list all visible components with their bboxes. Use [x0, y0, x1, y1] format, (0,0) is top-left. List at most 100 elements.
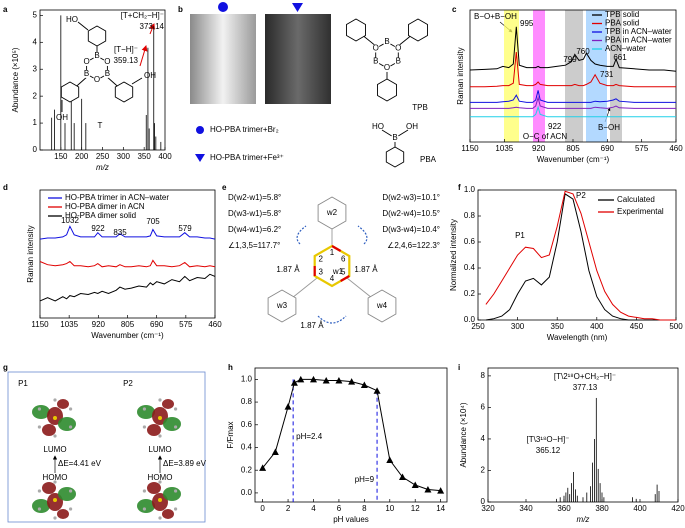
x-axis-label: Wavelength (nm) — [547, 333, 608, 342]
annotation: [T\2¹⁸O+CH₂−H]⁻ — [554, 372, 616, 381]
y-tick-label: 0.6 — [241, 420, 253, 429]
orbital-lobe — [137, 499, 155, 513]
energy-gap: ΔE=3.89 eV — [163, 459, 207, 468]
distance: 1.87 Å — [276, 265, 300, 274]
atom-label: B — [396, 57, 401, 66]
x-tick-label: 690 — [150, 320, 164, 329]
ring — [317, 196, 347, 230]
y-tick-label: 0.2 — [241, 465, 253, 474]
atom-bg — [93, 76, 101, 84]
atom-dot — [173, 507, 178, 511]
atom-dot — [173, 425, 178, 429]
atom-dot — [53, 434, 57, 438]
ring — [385, 146, 405, 168]
point — [297, 375, 305, 383]
ring-label: w4 — [376, 301, 388, 310]
atom-dot — [37, 489, 42, 493]
y-tick-label: 0.0 — [464, 315, 476, 324]
dihedral: D(w3-w1)=5.8° — [228, 209, 281, 218]
atom-number: 6 — [341, 255, 346, 264]
x-tick-label: 300 — [117, 152, 131, 161]
y-axis-label: Raman intensity — [456, 47, 465, 104]
y-tick-label: 5 — [33, 10, 38, 19]
annotation: [T+CH₂−H]⁻ — [121, 11, 164, 20]
atom-dot — [142, 425, 147, 429]
atom-bg — [82, 70, 91, 78]
series-line — [39, 225, 216, 240]
annotation: 731 — [600, 70, 614, 79]
atom-label: O — [395, 44, 401, 53]
atom-bg — [103, 70, 112, 78]
x-tick-label: 400 — [158, 152, 172, 161]
series-line — [262, 378, 441, 492]
panel-letter: f — [458, 183, 461, 192]
series-line — [470, 90, 676, 103]
orbital-name: P1 — [18, 379, 28, 388]
annotation: [T−H]⁻ — [114, 45, 138, 54]
highlight-band — [586, 10, 607, 142]
annotation: 835 — [113, 228, 127, 237]
panel-letter: a — [3, 5, 8, 14]
atom-bg — [371, 44, 380, 53]
annotation: 922 — [548, 122, 562, 131]
orbital-level: LUMO — [148, 445, 171, 454]
ring — [367, 289, 397, 323]
legend-triangle — [195, 154, 205, 162]
annotation: 359.13 — [114, 56, 139, 65]
ring — [60, 81, 80, 103]
atom-label: B — [384, 37, 389, 46]
annotation: 365.12 — [536, 446, 561, 455]
y-tick-label: 0.4 — [241, 443, 253, 452]
atom-label: B — [94, 51, 99, 60]
orbital-lobe — [42, 482, 56, 494]
atom-label: OH — [56, 113, 68, 122]
atom-dot — [68, 425, 73, 429]
x-tick-label: 150 — [54, 152, 68, 161]
legend-label: HO-PBA dimer solid — [65, 211, 136, 220]
panel-letter: g — [3, 363, 8, 372]
atom-label: O — [83, 57, 89, 66]
ring — [346, 18, 366, 42]
atom-dot — [158, 480, 162, 484]
annotation: P2 — [576, 191, 586, 200]
atom-dot — [173, 489, 178, 493]
atom-dot — [68, 407, 73, 411]
x-tick-label: 360 — [557, 504, 571, 513]
legend-label: ACN–water — [605, 44, 646, 53]
annotation: B−OH — [598, 123, 620, 132]
point — [360, 381, 368, 389]
y-tick-label: 6 — [481, 403, 486, 412]
panel-letter: b — [178, 5, 183, 14]
atom-dot — [37, 425, 42, 429]
y-tick-label: 0.6 — [464, 237, 476, 246]
arrow — [139, 45, 148, 67]
highlight-band — [565, 10, 583, 142]
series-line — [470, 95, 676, 109]
panel-letter: e — [222, 183, 227, 192]
atom-bg — [394, 57, 403, 66]
atom-number: 3 — [319, 268, 324, 277]
atom-dot — [68, 507, 73, 511]
x-tick-label: 12 — [411, 504, 420, 513]
atom-bg — [394, 44, 403, 53]
x-tick-label: 920 — [532, 144, 546, 153]
orbital-lobe — [137, 405, 155, 419]
ring — [313, 244, 351, 288]
x-tick-label: 805 — [121, 320, 135, 329]
orbital-lobe — [57, 509, 69, 519]
orbital-lobe — [32, 405, 50, 419]
series-line — [485, 190, 676, 321]
y-tick-label: 3 — [33, 64, 38, 73]
ring — [114, 81, 134, 103]
legend-label: Experimental — [617, 207, 664, 216]
x-tick-label: 460 — [208, 320, 222, 329]
atom-dot — [68, 489, 73, 493]
atom-bg — [383, 64, 391, 72]
photo-vial-fe — [265, 14, 331, 104]
ring — [87, 25, 107, 47]
x-tick-label: 400 — [633, 504, 647, 513]
atom-bg — [371, 57, 380, 66]
legend-label: PBA in ACN–water — [605, 36, 672, 45]
y-tick-label: 0.0 — [241, 488, 253, 497]
bond — [77, 21, 89, 31]
